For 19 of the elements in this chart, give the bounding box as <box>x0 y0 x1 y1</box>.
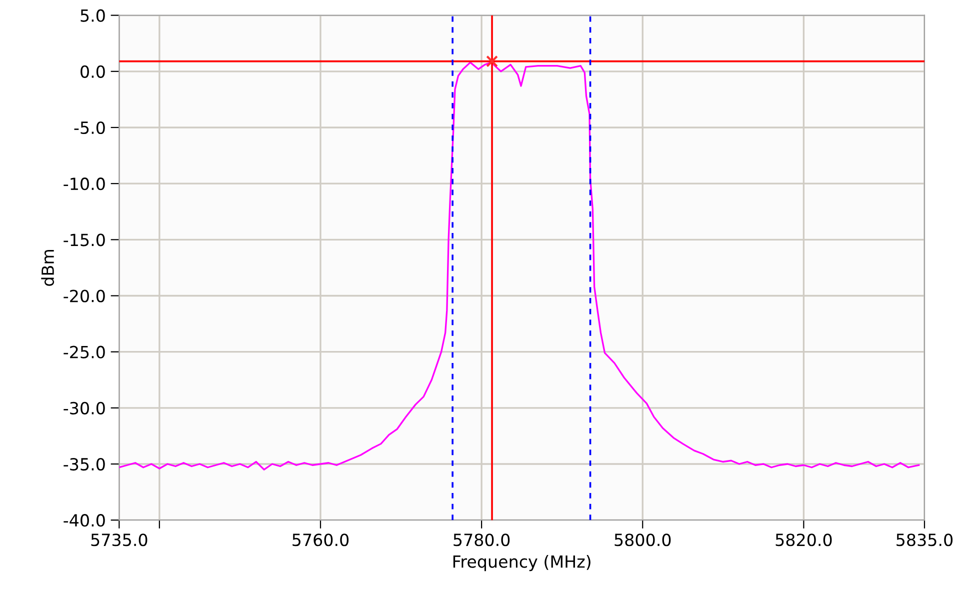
y-tick-label: 5.0 <box>80 9 105 22</box>
y-axis-title: dBm <box>41 250 54 286</box>
x-tick-label: 5820.0 <box>776 534 832 546</box>
x-tick-label: 5835.0 <box>896 534 953 546</box>
x-tick-label: 5800.0 <box>614 534 671 546</box>
y-tick-label: -35.0 <box>64 458 105 471</box>
x-tick-label: 5735.0 <box>91 534 148 546</box>
y-tick-label: -30.0 <box>64 402 105 414</box>
x-axis-title: Frequency (MHz) <box>453 554 590 572</box>
y-tick-label: 0.0 <box>80 65 105 78</box>
y-tick-label: -25.0 <box>64 346 105 358</box>
y-tick-label: -15.0 <box>64 234 105 246</box>
y-tick-label: -20.0 <box>64 290 105 302</box>
x-tick-label: 5780.0 <box>454 534 510 546</box>
line-series <box>119 62 920 470</box>
y-tick-label: -10.0 <box>64 178 105 190</box>
x-tick-label: 5760.0 <box>292 534 349 546</box>
y-tick-label: -40.0 <box>64 514 105 527</box>
y-tick-label: -5.0 <box>74 121 105 134</box>
